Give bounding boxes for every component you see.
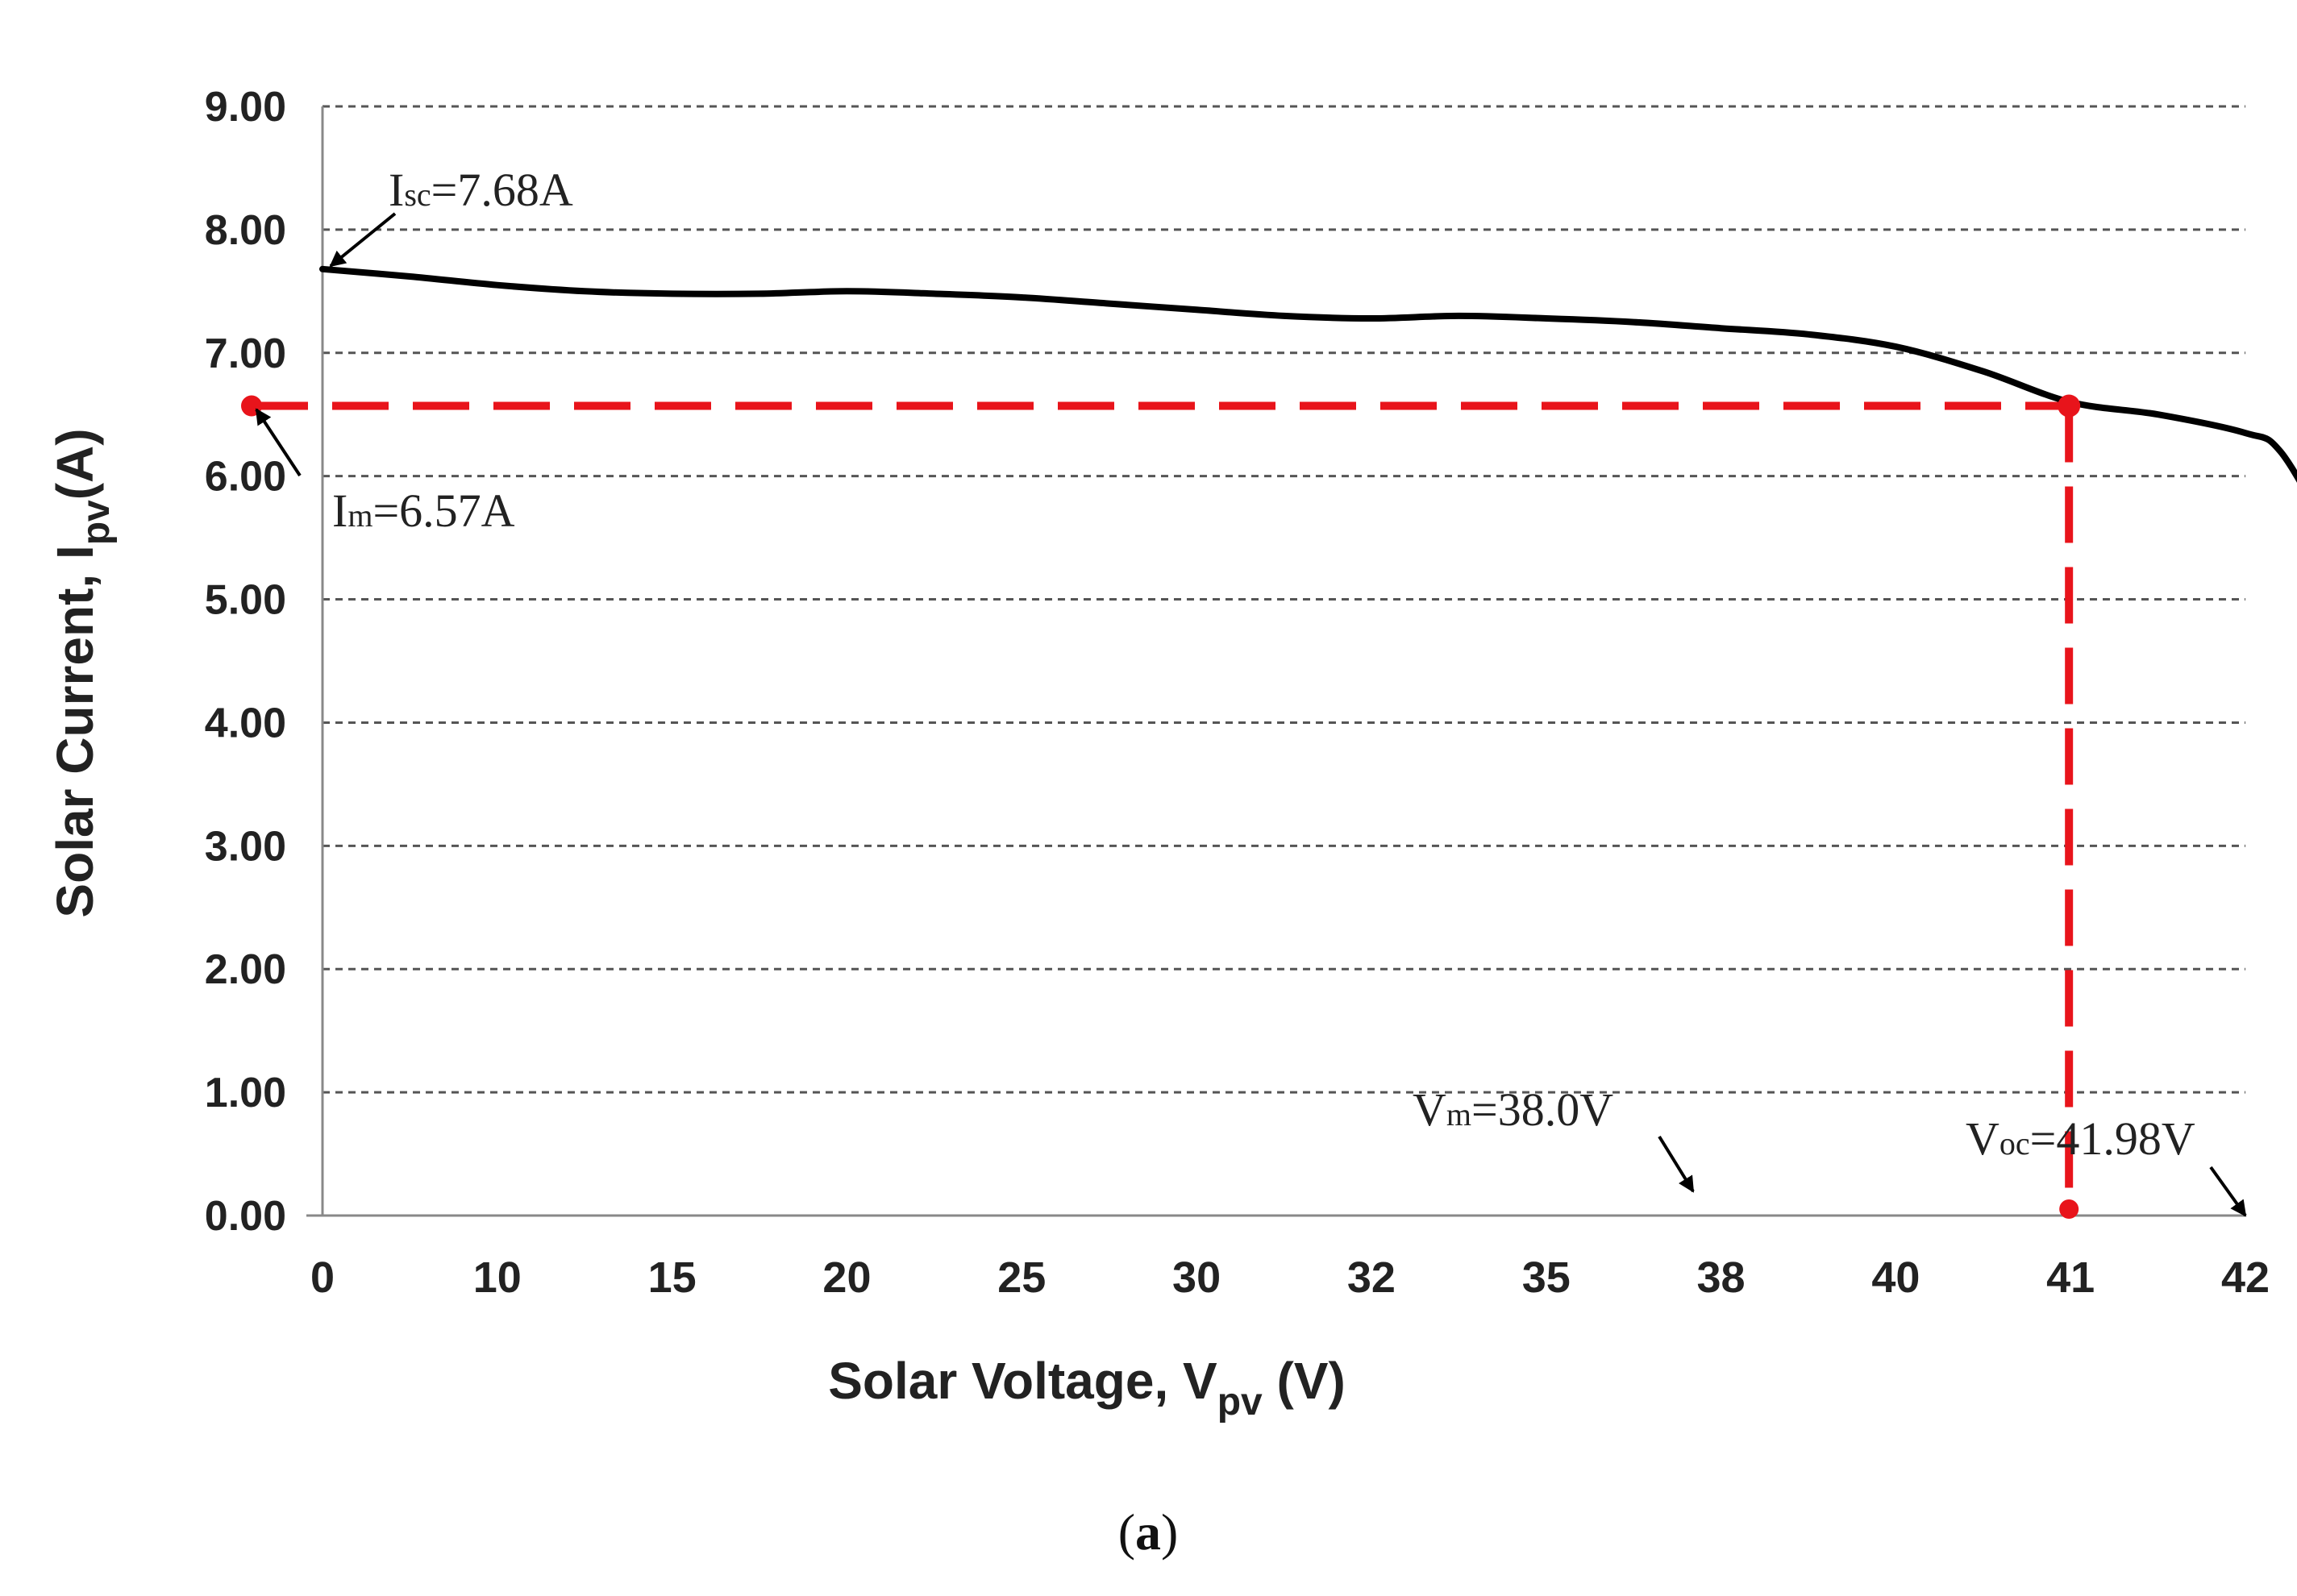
y-tick-label: 4.00 <box>205 700 286 746</box>
x-tick-label: 40 <box>1871 1253 1920 1302</box>
x-tick-label: 38 <box>1697 1253 1746 1302</box>
vm-arrow <box>1658 1135 1695 1193</box>
x-tick-labels: 0 10 15 20 25 30 32 35 38 40 41 42 <box>310 1253 2270 1302</box>
x-tick-label: 32 <box>1347 1253 1396 1302</box>
y-tick-label: 5.00 <box>205 577 286 624</box>
y-tick-label: 7.00 <box>205 330 286 377</box>
y-tick-label: 6.00 <box>205 454 286 501</box>
y-tick-label: 8.00 <box>205 207 286 254</box>
y-axis-title: Solar Current, Ipv(A) <box>46 428 118 917</box>
y-tick-label: 2.00 <box>205 946 286 993</box>
vm-annotation: Vm=38.0V <box>1413 1083 1613 1136</box>
voc-arrow <box>2209 1166 2247 1217</box>
gridlines <box>322 105 2245 1094</box>
voc-annotation: Voc=41.98V <box>1966 1112 2195 1165</box>
im-annotation: Im=6.57A <box>332 484 515 537</box>
mpp-point <box>2058 394 2081 418</box>
x-tick-label: 10 <box>473 1253 522 1302</box>
y-tick-label: 9.00 <box>205 84 286 131</box>
figure-caption: (a) <box>1118 1503 1179 1561</box>
isc-arrow <box>329 212 397 268</box>
x-tick-label: 15 <box>648 1253 697 1302</box>
y-tick-labels: 0.00 1.00 2.00 3.00 4.00 5.00 6.00 7.00 8.00 9.00 <box>205 84 286 1240</box>
iv-curve-line <box>319 265 2297 483</box>
x-tick-label: 30 <box>1172 1253 1221 1302</box>
y-tick-label: 0.00 <box>205 1193 286 1240</box>
x-axis-title: Solar Voltage, Vpv (V) <box>828 1352 1346 1424</box>
x-tick-label: 42 <box>2221 1253 2270 1302</box>
y-tick-label: 3.00 <box>205 823 286 870</box>
x-tick-label: 0 <box>310 1253 335 1302</box>
isc-annotation: Isc=7.68A <box>389 164 573 216</box>
y-tick-label: 1.00 <box>205 1070 286 1116</box>
im-arrow <box>255 408 302 477</box>
x-tick-label: 25 <box>997 1253 1046 1302</box>
vm-point <box>2059 1199 2079 1219</box>
x-tick-label: 35 <box>1522 1253 1571 1302</box>
x-tick-label: 41 <box>2046 1253 2095 1302</box>
x-tick-label: 20 <box>822 1253 871 1302</box>
